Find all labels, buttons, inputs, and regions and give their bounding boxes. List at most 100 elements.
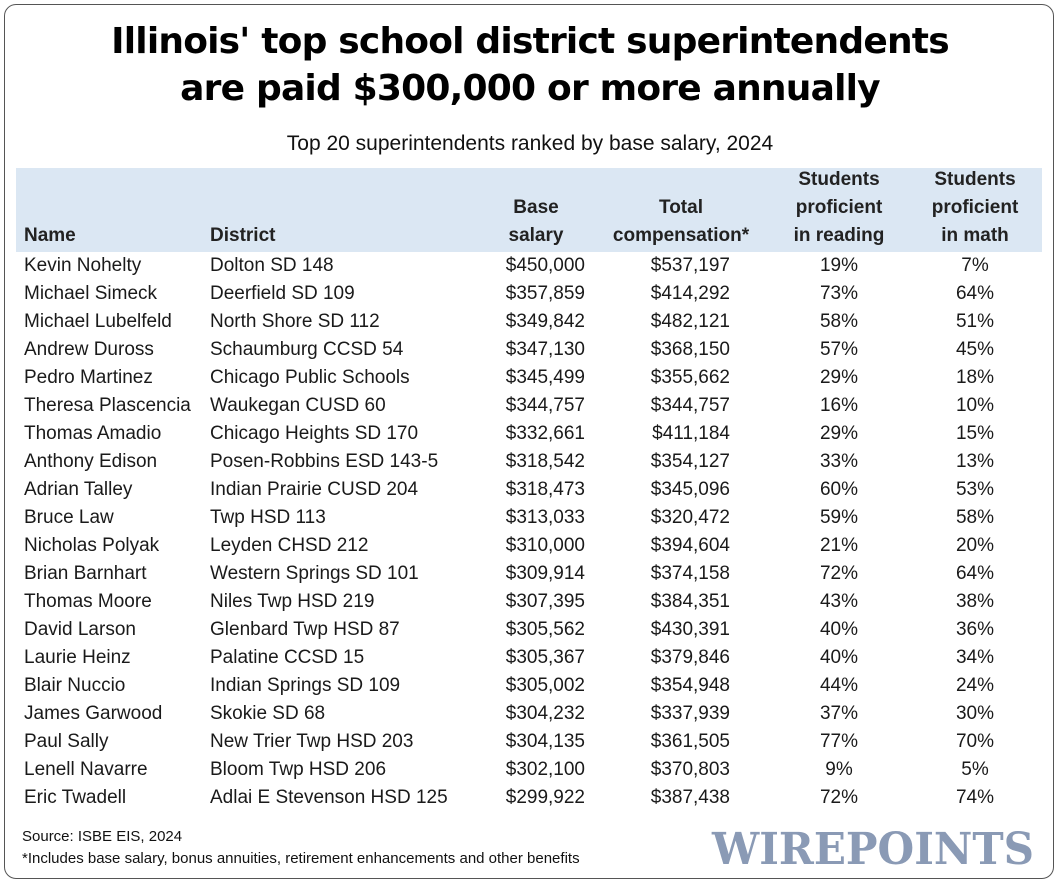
cell-reading: 19%	[819, 255, 859, 276]
header-math: Students proficient in math	[910, 166, 1040, 250]
cell-base-salary: $309,914	[505, 563, 585, 584]
cell-base-salary: $345,499	[505, 367, 585, 388]
cell-district: Glenbard Twp HSD 87	[210, 619, 400, 640]
table-row: Blair Nuccio Indian Springs SD 109 $305,00…	[16, 672, 1042, 700]
cell-total-compensation: $354,948	[650, 675, 730, 696]
cell-reading: 21%	[819, 535, 859, 556]
cell-math: 64%	[955, 283, 995, 304]
cell-name: Theresa Plascencia	[24, 395, 191, 416]
cell-name: Thomas Amadio	[24, 423, 162, 444]
cell-district: Western Springs SD 101	[210, 563, 419, 584]
cell-reading: 43%	[819, 591, 859, 612]
table-row: Nicholas Polyak Leyden CHSD 212 $310,000 $3…	[16, 532, 1042, 560]
table-row: Thomas Moore Niles Twp HSD 219 $307,395 $38…	[16, 588, 1042, 616]
cell-name: Pedro Martinez	[24, 367, 153, 388]
cell-district: Leyden CHSD 212	[210, 535, 369, 556]
cell-district: Chicago Public Schools	[210, 367, 410, 388]
cell-base-salary: $305,002	[505, 675, 585, 696]
table-row: James Garwood Skokie SD 68 $304,232 $337,93…	[16, 700, 1042, 728]
cell-math: 45%	[955, 339, 995, 360]
table-header: Name District Base salary Total compensa…	[16, 168, 1042, 252]
cell-math: 10%	[955, 395, 995, 416]
footnote: *Includes base salary, bonus annuities, …	[22, 850, 580, 867]
cell-district: Twp HSD 113	[210, 507, 326, 528]
cell-name: Nicholas Polyak	[24, 535, 160, 556]
cell-reading: 44%	[819, 675, 859, 696]
cell-base-salary: $307,395	[505, 591, 585, 612]
cell-math: 58%	[955, 507, 995, 528]
cell-name: Anthony Edison	[24, 451, 158, 472]
cell-math: 51%	[955, 311, 995, 332]
cell-base-salary: $344,757	[505, 395, 585, 416]
cell-base-salary: $347,130	[505, 339, 585, 360]
cell-reading: 16%	[819, 395, 859, 416]
cell-base-salary: $332,661	[505, 423, 585, 444]
cell-reading: 77%	[819, 731, 859, 752]
cell-total-compensation: $320,472	[650, 507, 730, 528]
table-row: Bruce Law Twp HSD 113 $313,033 $320,472 59% 5…	[16, 504, 1042, 532]
header-reading-line-1: Students	[798, 169, 880, 190]
table-row: Theresa Plascencia Waukegan CUSD 60 $344,7…	[16, 392, 1042, 420]
cell-total-compensation: $345,096	[650, 479, 730, 500]
cell-base-salary: $357,859	[505, 283, 585, 304]
cell-math: 36%	[955, 619, 995, 640]
cell-base-salary: $302,100	[505, 759, 585, 780]
cell-total-compensation: $354,127	[650, 451, 730, 472]
header-math-line-2: proficient	[931, 197, 1019, 218]
cell-total-compensation: $414,292	[650, 283, 730, 304]
cell-total-compensation: $337,939	[650, 703, 730, 724]
cell-total-compensation: $411,184	[652, 423, 730, 444]
chart-subtitle: Top 20 superintendents ranked by base sa…	[286, 132, 774, 155]
header-reading-line-2: proficient	[795, 197, 883, 218]
header-total-compensation: Total compensation*	[601, 194, 761, 250]
cell-name: Laurie Heinz	[24, 647, 131, 668]
cell-base-salary: $304,232	[505, 703, 585, 724]
table-row: Laurie Heinz Palatine CCSD 15 $305,367 $379…	[16, 644, 1042, 672]
cell-name: Bruce Law	[24, 507, 114, 528]
cell-reading: 29%	[819, 367, 859, 388]
cell-total-compensation: $344,757	[650, 395, 730, 416]
table-row: David Larson Glenbard Twp HSD 87 $305,562 $…	[16, 616, 1042, 644]
cell-district: Bloom Twp HSD 206	[210, 759, 387, 780]
cell-total-compensation: $374,158	[650, 563, 730, 584]
cell-district: New Trier Twp HSD 203	[210, 731, 414, 752]
cell-district: Chicago Heights SD 170	[210, 423, 419, 444]
cell-total-compensation: $387,438	[650, 787, 730, 808]
cell-base-salary: $304,135	[505, 731, 585, 752]
title-line-1: Illinois' top school district superinten…	[111, 21, 949, 62]
cell-name: James Garwood	[24, 703, 163, 724]
table-row: Brian Barnhart Western Springs SD 101 $309…	[16, 560, 1042, 588]
cell-name: Adrian Talley	[24, 479, 133, 500]
cell-base-salary: $450,000	[505, 255, 585, 276]
cell-name: Michael Simeck	[24, 283, 158, 304]
cell-district: Indian Springs SD 109	[210, 675, 401, 696]
cell-reading: 33%	[819, 451, 859, 472]
cell-district: Indian Prairie CUSD 204	[210, 479, 419, 500]
cell-reading: 40%	[819, 619, 859, 640]
cell-name: David Larson	[24, 619, 136, 640]
table-body: Kevin Nohelty Dolton SD 148 $450,000 $537,1…	[16, 252, 1042, 812]
cell-base-salary: $318,473	[505, 479, 585, 500]
header-reading: Students proficient in reading	[774, 166, 904, 250]
cell-name: Andrew Duross	[24, 339, 154, 360]
cell-total-compensation: $482,121	[650, 311, 730, 332]
wirepoints-logo: WIREPOINTS	[711, 824, 1034, 872]
cell-district: Niles Twp HSD 219	[210, 591, 375, 612]
header-total-line-2: compensation*	[612, 225, 750, 246]
cell-math: 5%	[961, 759, 989, 780]
table-row: Thomas Amadio Chicago Heights SD 170 $332,…	[16, 420, 1042, 448]
header-math-line-1: Students	[934, 169, 1016, 190]
cell-district: Skokie SD 68	[210, 703, 326, 724]
cell-total-compensation: $368,150	[650, 339, 730, 360]
cell-total-compensation: $537,197	[650, 255, 730, 276]
cell-total-compensation: $370,803	[650, 759, 730, 780]
cell-math: 64%	[955, 563, 995, 584]
cell-math: 20%	[955, 535, 995, 556]
header-total-line-1: Total	[659, 197, 703, 218]
cell-district: Waukegan CUSD 60	[210, 395, 386, 416]
cell-reading: 72%	[819, 787, 859, 808]
cell-total-compensation: $430,391	[650, 619, 730, 640]
cell-name: Paul Sally	[24, 731, 109, 752]
cell-math: 7%	[961, 255, 989, 276]
cell-district: Deerfield SD 109	[210, 283, 355, 304]
